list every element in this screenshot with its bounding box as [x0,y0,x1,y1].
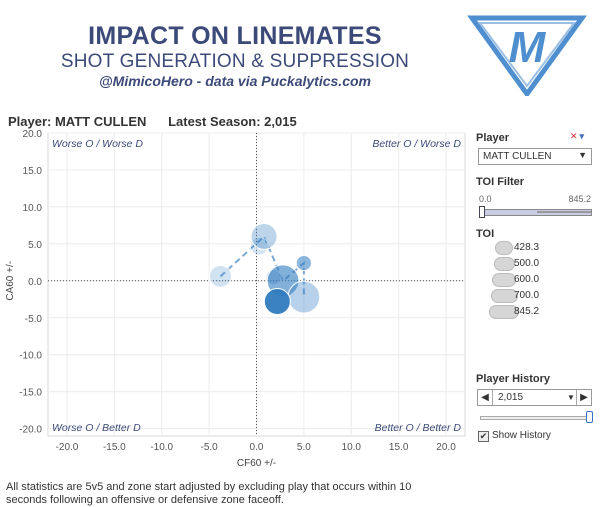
quadrant-label-bottom-left: Worse O / Better D [52,422,141,434]
player-dropdown-value: MATT CULLEN [483,151,552,162]
history-stepper[interactable]: ◀ 2,015 ▼ ▶ [477,389,592,406]
data-point [287,280,321,314]
history-slider-track[interactable] [480,416,592,420]
y-tick-label: 5.0 [28,240,42,251]
logo: M [467,15,587,96]
footer-note: All statistics are 5v5 and zone start ad… [6,481,412,506]
y-tick-label: 15.0 [23,166,43,177]
player-dropdown[interactable]: MATT CULLEN ▼ [478,148,592,165]
x-tick-label: 15.0 [389,442,409,453]
toi-min-value: 0.0 [479,194,492,204]
toi-slider-handle[interactable] [479,206,485,218]
toi-legend-value: 845.2 [514,306,540,317]
player-history-label: Player History [476,373,550,385]
latest-season: Latest Season: 2,015 [168,114,297,129]
data-point [263,287,291,315]
player-name: Player: MATT CULLEN [8,114,147,129]
toi-slider-fill [537,211,591,213]
toi-legend-value: 700.0 [514,290,540,301]
toi-legend-value: 500.0 [514,258,540,269]
toi-size-swatch [495,241,513,255]
toi-legend-value: 428.3 [514,242,540,253]
filter-clear-icon[interactable]: ✕ ▾ [570,131,585,141]
toi-legend-label: TOI [476,228,495,240]
y-tick-label: 0.0 [28,277,42,288]
data-point [250,222,278,250]
toi-legend-value: 600.0 [514,274,540,285]
quadrant-label-top-right: Better O / Worse D [372,138,461,150]
toi-size-swatch [490,289,518,303]
history-slider-handle[interactable] [586,411,593,423]
byline: @MimicoHero - data via Puckalytics.com [99,73,371,89]
toi-filter-label: TOI Filter [476,176,525,188]
toi-range-values: 0.0 845.2 [479,194,591,204]
filter-menu-icon[interactable]: ▾ [579,131,585,141]
toi-max-value: 845.2 [568,194,591,204]
x-tick-label: -15.0 [103,442,126,453]
data-point [208,264,232,288]
scatter-chart[interactable]: -20.0 -15.0 -10.0 -5.0 0.0 5.0 10.0 15.0 20.0 20.… [0,128,470,473]
quadrant-label-bottom-right: Better O / Better D [375,422,462,434]
history-next-button[interactable]: ▶ [576,390,591,405]
page-subtitle: SHOT GENERATION & SUPPRESSION [60,51,410,72]
toi-size-swatch [489,305,519,319]
history-value: 2,015 [498,392,524,403]
player-header: Player: MATT CULLEN Latest Season: 2,015 [8,114,315,129]
player-filter-label: Player [476,132,510,144]
quadrant-label-top-left: Worse O / Worse D [52,138,143,150]
y-tick-label: -5.0 [25,314,43,325]
x-axis-label: CF60 +/- [237,458,276,469]
data-point [295,254,312,272]
toi-size-swatch [492,273,516,287]
chevron-down-icon[interactable]: ▼ [567,393,575,402]
x-tick-label: 5.0 [297,442,311,453]
y-tick-label: 20.0 [23,129,43,140]
x-tick-label: -10.0 [150,442,173,453]
data-point [249,236,269,256]
x-tick-label: 0.0 [250,442,264,453]
history-prev-button[interactable]: ◀ [478,390,493,405]
x-tick-label: 10.0 [342,442,362,453]
y-tick-label: -15.0 [19,388,42,399]
y-tick-label: 10.0 [23,203,43,214]
chevron-down-icon: ▼ [578,150,587,160]
x-tick-label: -20.0 [56,442,79,453]
show-history-label: Show History [492,430,551,441]
page-title: IMPACT ON LINEMATES [88,22,382,50]
y-axis-label: CA60 +/- [5,261,16,301]
x-tick-label: -5.0 [200,442,218,453]
toi-size-swatch [493,257,515,271]
y-tick-label: -20.0 [19,425,42,436]
x-tick-label: 20.0 [436,442,456,453]
show-history-checkbox[interactable]: ✔ [478,431,489,442]
y-tick-label: -10.0 [19,351,42,362]
svg-text:M: M [509,23,547,72]
